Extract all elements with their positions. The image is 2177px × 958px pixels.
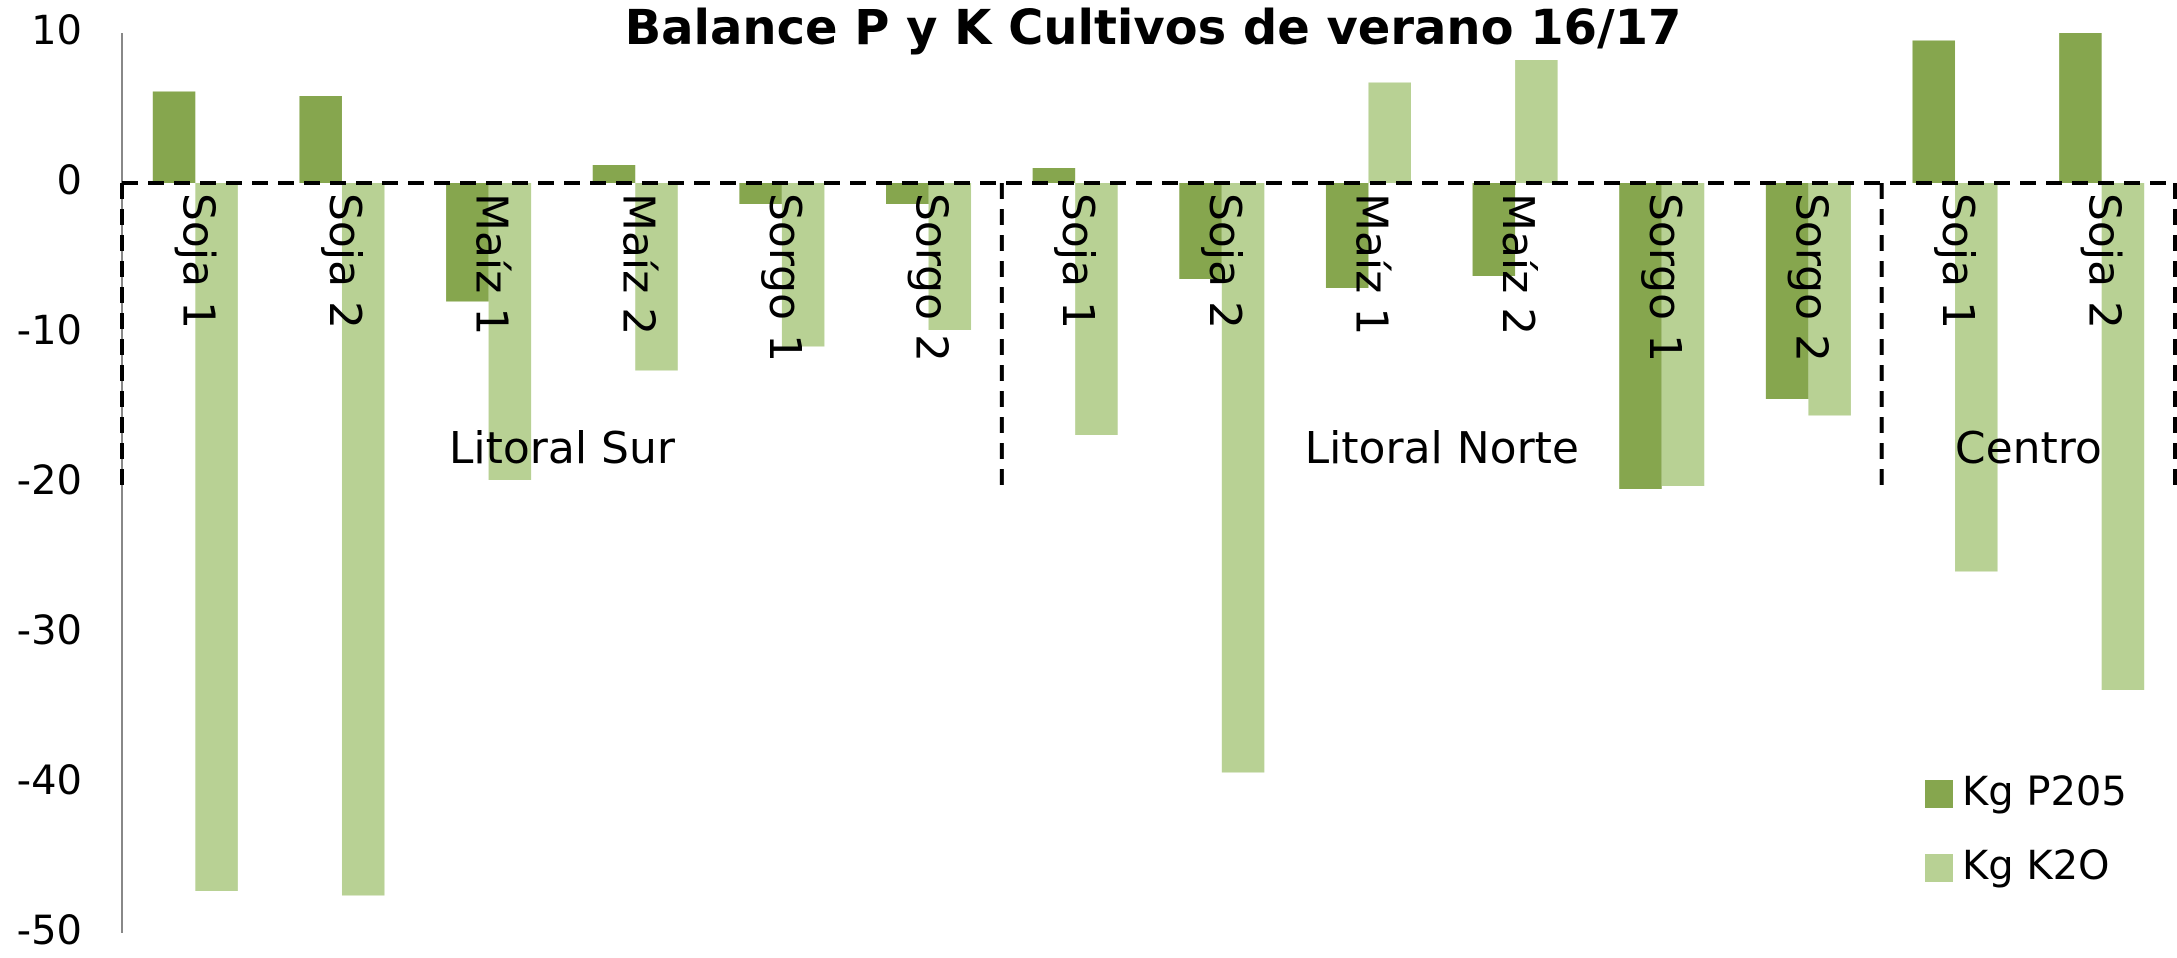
bar bbox=[781, 183, 825, 347]
x-tick-label: Soja 2 bbox=[1199, 193, 1250, 329]
x-tick-label: Maíz 2 bbox=[612, 193, 663, 335]
y-tick-label: -50 bbox=[17, 908, 82, 954]
x-tick-label: Sorgo 1 bbox=[759, 193, 810, 362]
bar bbox=[195, 183, 238, 891]
y-tick-label: 0 bbox=[57, 158, 82, 204]
bar bbox=[928, 183, 972, 330]
bar bbox=[592, 165, 636, 183]
x-tick-label: Soja 2 bbox=[319, 193, 370, 329]
y-tick-label: -40 bbox=[17, 758, 82, 804]
x-tick-label: Maíz 1 bbox=[1345, 193, 1396, 335]
bar bbox=[1325, 183, 1369, 288]
x-tick-label: Soja 1 bbox=[172, 193, 223, 329]
y-tick-label: -30 bbox=[17, 608, 82, 654]
bar bbox=[1619, 183, 1662, 489]
x-tick-label: Sorgo 2 bbox=[1785, 193, 1836, 362]
x-tick-label: Sorgo 2 bbox=[906, 193, 957, 362]
bar bbox=[1955, 183, 1998, 572]
x-tick-label: Sorgo 1 bbox=[1639, 193, 1690, 362]
bar bbox=[1368, 82, 1411, 183]
y-tick-label: 10 bbox=[31, 8, 82, 54]
bar bbox=[1179, 183, 1222, 279]
bar bbox=[1515, 60, 1558, 183]
legend-swatch bbox=[1925, 854, 1953, 882]
bar bbox=[446, 183, 489, 302]
bar bbox=[299, 96, 342, 183]
legend-label: Kg P205 bbox=[1962, 769, 2127, 815]
bar bbox=[2101, 183, 2145, 690]
bar bbox=[1221, 183, 1265, 773]
bar bbox=[886, 183, 929, 204]
x-tick-label: Maíz 2 bbox=[1492, 193, 1543, 335]
chart-title: Balance P y K Cultivos de verano 16/17 bbox=[625, 0, 1682, 56]
bar bbox=[1808, 183, 1851, 416]
bar bbox=[739, 183, 782, 204]
x-tick-label: Soja 2 bbox=[2079, 193, 2130, 329]
bar bbox=[1661, 183, 1705, 486]
legend-label: Kg K2O bbox=[1962, 843, 2110, 889]
bar bbox=[1472, 183, 1516, 276]
bar bbox=[1912, 40, 1956, 183]
bar bbox=[341, 183, 385, 896]
bar bbox=[152, 91, 196, 183]
bar bbox=[488, 183, 532, 480]
y-tick-label: -20 bbox=[17, 458, 82, 504]
bar bbox=[1765, 183, 1809, 399]
bar bbox=[1075, 183, 1118, 435]
group-label: Litoral Norte bbox=[1305, 423, 1579, 474]
y-tick-label: -10 bbox=[17, 308, 82, 354]
bar bbox=[1032, 168, 1076, 183]
x-tick-label: Maíz 1 bbox=[466, 193, 517, 335]
x-tick-label: Soja 1 bbox=[1052, 193, 1103, 329]
bar bbox=[2059, 33, 2102, 183]
legend-swatch bbox=[1925, 780, 1953, 808]
group-label: Litoral Sur bbox=[449, 423, 676, 474]
x-tick-label: Soja 1 bbox=[1932, 193, 1983, 329]
bar bbox=[635, 183, 678, 371]
group-label: Centro bbox=[1955, 423, 2102, 474]
